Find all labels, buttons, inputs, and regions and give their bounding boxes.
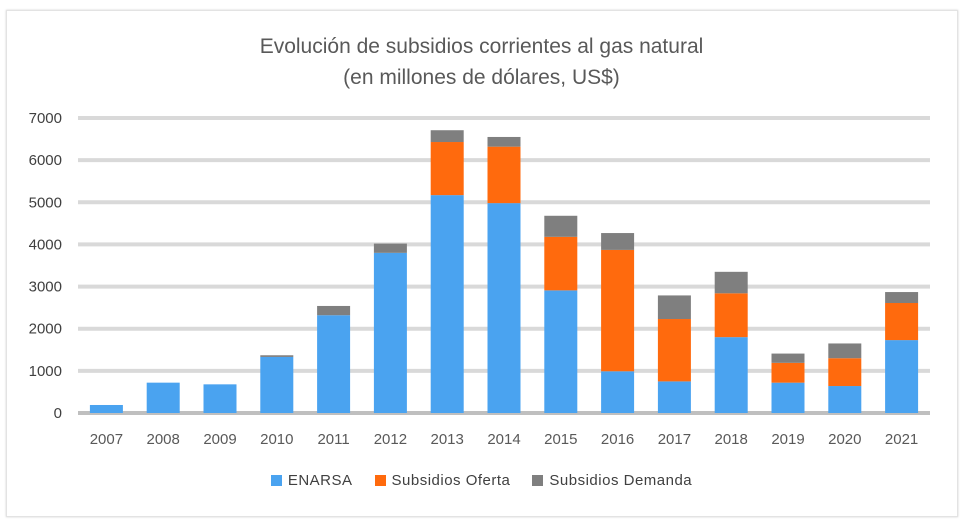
- x-tick-label: 2011: [317, 431, 349, 448]
- bar-enarsa: [146, 382, 180, 413]
- legend-swatch-subsidios-oferta: [374, 475, 386, 486]
- bar-enarsa: [203, 384, 237, 413]
- x-tick-label: 2014: [487, 431, 520, 448]
- x-tick-label: 2012: [374, 431, 407, 448]
- x-tick-label: 2021: [885, 431, 918, 448]
- y-tick-label: 6000: [29, 152, 62, 169]
- bar-subsidios-demanda: [260, 355, 294, 357]
- bar-subsidios-oferta: [601, 249, 635, 372]
- bar-subsidios-demanda: [714, 271, 748, 294]
- legend-item-subsidios-oferta: Subsidios Oferta: [374, 472, 511, 489]
- chart-subtitle: (en millones de dólares, US$): [343, 66, 620, 89]
- bar-enarsa: [885, 340, 919, 413]
- y-tick-label: 3000: [29, 279, 62, 296]
- chart-frame: [6, 10, 958, 517]
- x-tick-label: 2007: [90, 431, 123, 448]
- legend-swatch-enarsa: [270, 475, 282, 486]
- x-tick-label: 2008: [147, 431, 180, 448]
- x-tick-label: 2017: [658, 431, 691, 448]
- bar-enarsa: [714, 337, 748, 413]
- bar-subsidios-oferta: [771, 362, 805, 383]
- bar-subsidios-oferta: [828, 358, 862, 387]
- bar-subsidios-demanda: [771, 353, 805, 363]
- legend-label-subsidios-oferta: Subsidios Oferta: [391, 472, 511, 489]
- legend-swatch-subsidios-demanda: [532, 475, 544, 486]
- bar-enarsa: [430, 195, 464, 413]
- y-tick-label: 0: [54, 405, 62, 422]
- legend-item-enarsa: ENARSA: [270, 472, 353, 489]
- legend-item-subsidios-demanda: Subsidios Demanda: [532, 472, 692, 489]
- x-tick-label: 2016: [601, 431, 634, 448]
- y-tick-label: 2000: [29, 321, 62, 338]
- x-tick-label: 2013: [431, 431, 464, 448]
- bar-subsidios-demanda: [544, 215, 578, 237]
- bar-enarsa: [657, 381, 691, 413]
- bar-enarsa: [771, 382, 805, 413]
- bar-enarsa: [89, 404, 123, 413]
- bar-subsidios-oferta: [544, 236, 578, 291]
- bar-subsidios-demanda: [487, 136, 521, 147]
- bar-subsidios-demanda: [885, 292, 919, 304]
- chart-title: Evolución de subsidios corrientes al gas…: [259, 35, 704, 58]
- y-tick-label: 1000: [29, 363, 62, 380]
- bar-enarsa: [373, 252, 407, 413]
- x-tick-label: 2009: [203, 431, 236, 448]
- legend-label-enarsa: ENARSA: [287, 472, 353, 489]
- y-tick-label: 7000: [29, 110, 62, 127]
- bar-subsidios-oferta: [657, 319, 691, 382]
- x-tick-label: 2015: [544, 431, 577, 448]
- x-tick-label: 2020: [828, 431, 861, 448]
- bar-subsidios-demanda: [430, 130, 464, 143]
- bar-subsidios-oferta: [430, 142, 464, 196]
- bar-subsidios-demanda: [317, 305, 351, 316]
- x-tick-label: 2019: [771, 431, 804, 448]
- bar-subsidios-oferta: [487, 146, 521, 204]
- bar-subsidios-demanda: [657, 295, 691, 320]
- y-tick-label: 4000: [29, 236, 62, 253]
- bar-enarsa: [317, 315, 351, 413]
- x-tick-label: 2018: [715, 431, 748, 448]
- bar-subsidios-demanda: [828, 343, 862, 359]
- bar-enarsa: [487, 203, 521, 413]
- bar-enarsa: [601, 371, 635, 413]
- bar-enarsa: [544, 290, 578, 413]
- bar-enarsa: [828, 386, 862, 413]
- bar-subsidios-demanda: [601, 233, 635, 250]
- bar-subsidios-oferta: [885, 303, 919, 341]
- x-tick-label: 2010: [260, 431, 293, 448]
- y-tick-label: 5000: [29, 194, 62, 211]
- bar-subsidios-oferta: [714, 293, 748, 338]
- legend-label-subsidios-demanda: Subsidios Demanda: [549, 472, 693, 489]
- bar-enarsa: [260, 356, 294, 413]
- bar-subsidios-demanda: [373, 243, 407, 253]
- chart-legend: ENARSA Subsidios Oferta Subsidios Demand…: [0, 472, 963, 489]
